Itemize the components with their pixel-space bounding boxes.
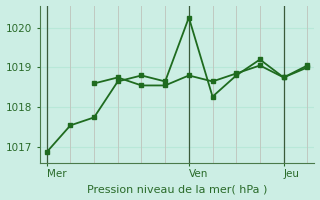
- X-axis label: Pression niveau de la mer( hPa ): Pression niveau de la mer( hPa ): [87, 184, 267, 194]
